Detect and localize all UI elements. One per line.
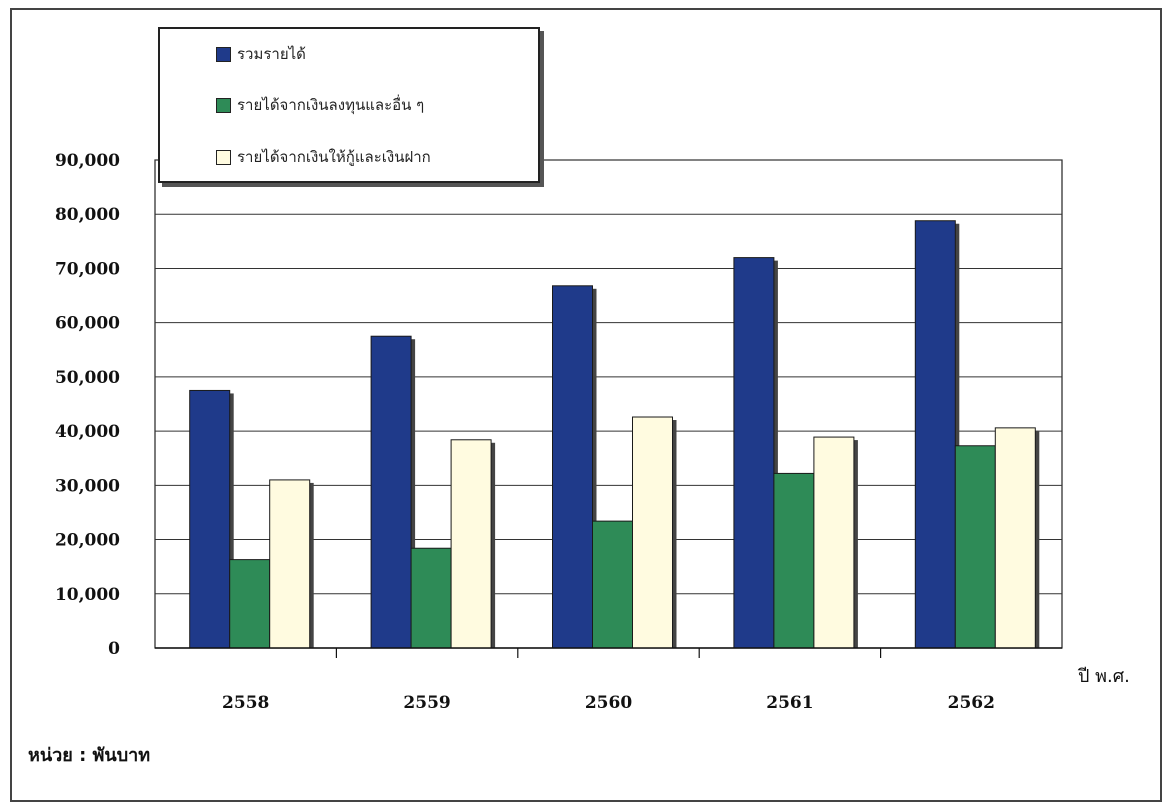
legend-swatch-total: [216, 46, 231, 62]
bar: [269, 479, 311, 649]
bar: [733, 257, 775, 649]
bars: [189, 220, 1040, 649]
bar: [813, 436, 855, 649]
unit-note: หน่วย : พันบาท: [28, 745, 151, 766]
x-tick-label: 2560: [585, 693, 632, 713]
x-axis-ticks: 2558 2559 2560 2561 2562: [222, 693, 995, 713]
bar: [410, 547, 452, 649]
bar: [632, 416, 673, 649]
bar: [914, 220, 956, 649]
legend-swatch-investment: [216, 97, 231, 113]
x-axis-label: ปี พ.ศ.: [1078, 666, 1130, 687]
legend-item-loans: รายได้จากเงินให้กู้และเงินฝาก: [216, 145, 431, 169]
y-tick-label: 40,000: [55, 422, 120, 442]
y-tick-label: 30,000: [55, 476, 120, 496]
legend-label-loans: รายได้จากเงินให้กู้และเงินฝาก: [237, 148, 431, 166]
y-tick-label: 80,000: [55, 205, 120, 225]
bar: [954, 445, 996, 649]
y-tick-label: 60,000: [55, 314, 120, 334]
bar: [229, 559, 271, 649]
bar: [592, 520, 633, 649]
bar: [552, 285, 593, 649]
x-tick-label: 2559: [403, 693, 450, 713]
axes: [155, 647, 1062, 658]
legend-item-investment: รายได้จากเงินลงทุนและอื่น ๆ: [216, 93, 424, 117]
y-tick-label: 50,000: [55, 368, 120, 388]
legend-label-total: รวมรายได้: [237, 45, 306, 63]
legend-label-investment: รายได้จากเงินลงทุนและอื่น ๆ: [237, 96, 425, 114]
x-tick-label: 2558: [222, 693, 269, 713]
y-tick-label: 90,000: [55, 151, 120, 171]
y-axis-ticks: 0 10,000 20,000 30,000 40,000 50,000 60,000 70,…: [55, 151, 120, 659]
y-tick-label: 70,000: [55, 259, 120, 279]
legend: รวมรายได้ รายได้จากเงินลงทุนและอื่น ๆ รา…: [158, 27, 540, 183]
bar: [189, 389, 231, 649]
bar: [450, 439, 492, 649]
legend-item-total: รวมรายได้: [216, 42, 306, 66]
x-tick-label: 2562: [948, 693, 995, 713]
y-tick-label: 0: [108, 639, 120, 659]
y-tick-label: 20,000: [55, 531, 120, 551]
bar: [370, 335, 412, 649]
legend-swatch-loans: [216, 149, 231, 165]
y-tick-label: 10,000: [55, 585, 120, 605]
bar: [773, 472, 815, 649]
x-tick-label: 2561: [766, 693, 813, 713]
bar: [994, 427, 1036, 649]
